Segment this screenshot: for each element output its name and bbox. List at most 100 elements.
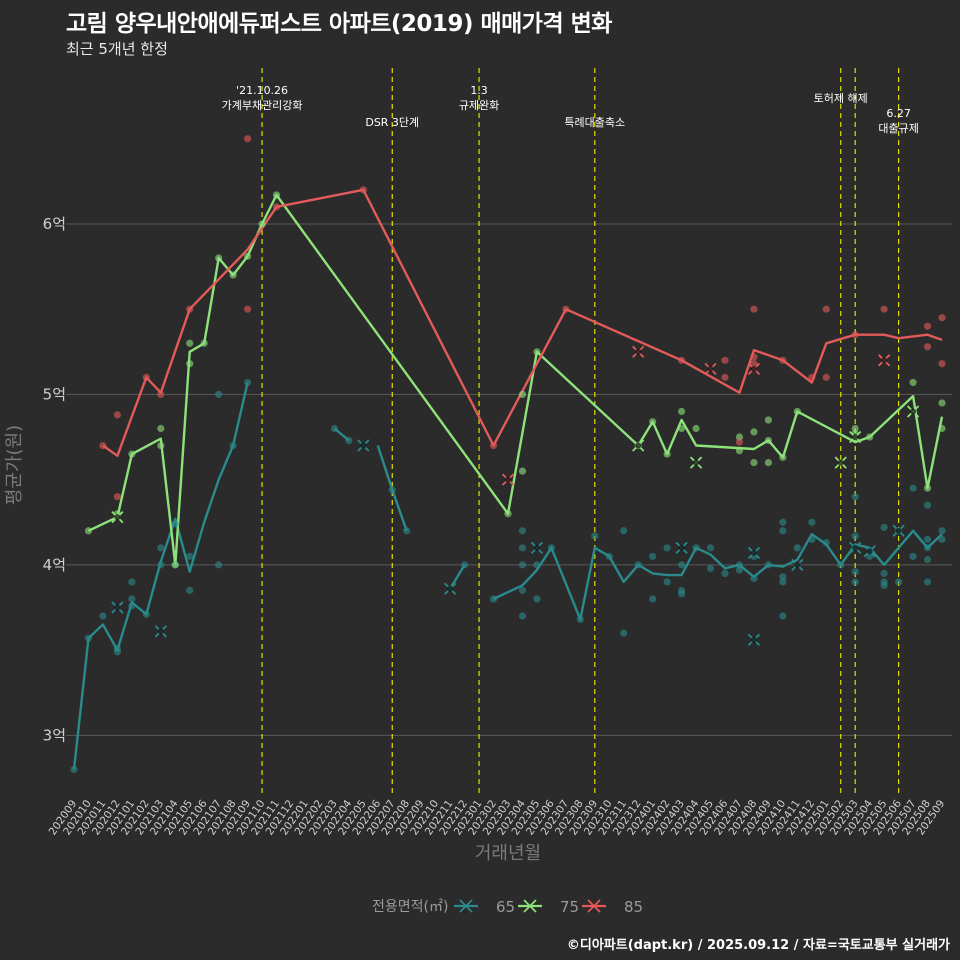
series-85-point (750, 305, 758, 313)
chart-title: 고림 양우내안애에듀퍼스트 아파트(2019) 매매가격 변화 (66, 11, 612, 37)
series-75-point (678, 424, 686, 433)
series-65-point (518, 586, 527, 595)
series-65-point (620, 527, 628, 535)
series-85-x-marker (704, 362, 717, 375)
series-75-point (258, 220, 266, 228)
series-85-point (113, 493, 121, 501)
series-65-x-marker (357, 439, 370, 452)
series-65-line (449, 564, 466, 590)
series-85-x-marker (501, 473, 515, 486)
series-85-point (923, 343, 932, 351)
series-65-point (99, 612, 107, 620)
series-65-point (70, 765, 78, 774)
series-65-point (938, 535, 946, 543)
series-65-point (215, 390, 223, 399)
series-65-point (620, 629, 628, 637)
x-marker-center (750, 549, 757, 556)
series-75-point (157, 424, 165, 433)
series-75-point (128, 450, 136, 458)
series-65-point (837, 561, 845, 569)
series-85-point (938, 314, 946, 322)
series-85-point (99, 441, 107, 450)
series-85-x-marker (632, 345, 645, 358)
series-65-point (157, 561, 165, 569)
y-tick-label: 6억 (43, 215, 66, 233)
series-65-point (880, 569, 888, 577)
series-65-point (793, 544, 801, 552)
series-85-point (244, 135, 252, 143)
series-65-point (345, 436, 353, 445)
series-65-point (489, 595, 498, 603)
series-85-point (721, 373, 729, 381)
series-85-point (244, 305, 252, 313)
series-75-point (229, 271, 237, 279)
series-75-x-marker (849, 430, 862, 444)
series-65-point (403, 527, 411, 535)
series-75-point (866, 433, 874, 441)
series-85-point (808, 373, 816, 381)
series-75-point (692, 424, 700, 433)
series-65-point (388, 486, 396, 494)
series-65-line (492, 529, 943, 621)
series-65-point (923, 501, 932, 509)
series-85-point (186, 305, 194, 313)
series-75-point (851, 424, 859, 433)
series-65-point (244, 378, 252, 387)
x-marker-center (866, 548, 873, 555)
series-75-point (750, 428, 758, 436)
series-65-point (547, 544, 556, 552)
series-85-line (102, 188, 943, 457)
event-annotation: DSR 3단계 (365, 116, 419, 129)
series-65-point (779, 612, 787, 620)
series-65-point (779, 573, 787, 581)
legend-label-75: 75 (560, 898, 579, 916)
series-75-point (171, 561, 179, 569)
series-75-point (157, 441, 165, 450)
series-85-point (923, 322, 932, 330)
series-75-point (779, 453, 787, 462)
series-65-point (735, 561, 744, 569)
series-75-point (186, 360, 194, 368)
series-65-point (706, 544, 715, 552)
legend-title: 전용면적(㎡) (372, 899, 448, 915)
series-75-point (504, 510, 512, 518)
series-65-point (142, 610, 150, 618)
series-65-point (663, 578, 671, 586)
series-65-point (128, 578, 136, 586)
event-annotation: 6.27 (886, 107, 911, 120)
series-65-point (215, 561, 223, 569)
y-axis-title: 평균가(원) (4, 425, 25, 505)
series-65-point (649, 595, 657, 603)
legend-key-x-85 (587, 899, 601, 913)
series-75-point (678, 407, 686, 416)
series-85-point (721, 356, 729, 364)
series-65-point (706, 564, 715, 572)
event-annotation: 대출규제 (878, 122, 918, 135)
series-75-line (87, 193, 944, 567)
series-65-point (938, 527, 946, 535)
series-65-point (157, 544, 165, 552)
series-65-x-marker (675, 541, 688, 554)
series-75-point (649, 418, 657, 426)
series-65-point (533, 561, 541, 569)
series-65-point (851, 532, 859, 540)
series-85-point (750, 353, 758, 361)
event-annotation: 1.3 (470, 84, 488, 97)
series-65-point (750, 574, 758, 583)
series-75-point (938, 424, 946, 433)
series-65-point (808, 535, 816, 543)
series-75-point (663, 450, 671, 458)
series-65-point (663, 544, 671, 552)
event-annotation: '21.10.26 (236, 84, 288, 97)
x-marker-center (157, 628, 164, 635)
series-65-point (822, 539, 830, 547)
series-65-point (923, 578, 932, 586)
x-marker-center (447, 585, 454, 592)
series-65-point (84, 634, 93, 642)
series-85-point (157, 390, 165, 399)
series-65-point (779, 527, 787, 535)
series-65-x-marker (892, 524, 905, 537)
y-tick-label: 4억 (43, 556, 66, 574)
series-65-point (186, 552, 194, 560)
series-65-point (518, 527, 527, 535)
